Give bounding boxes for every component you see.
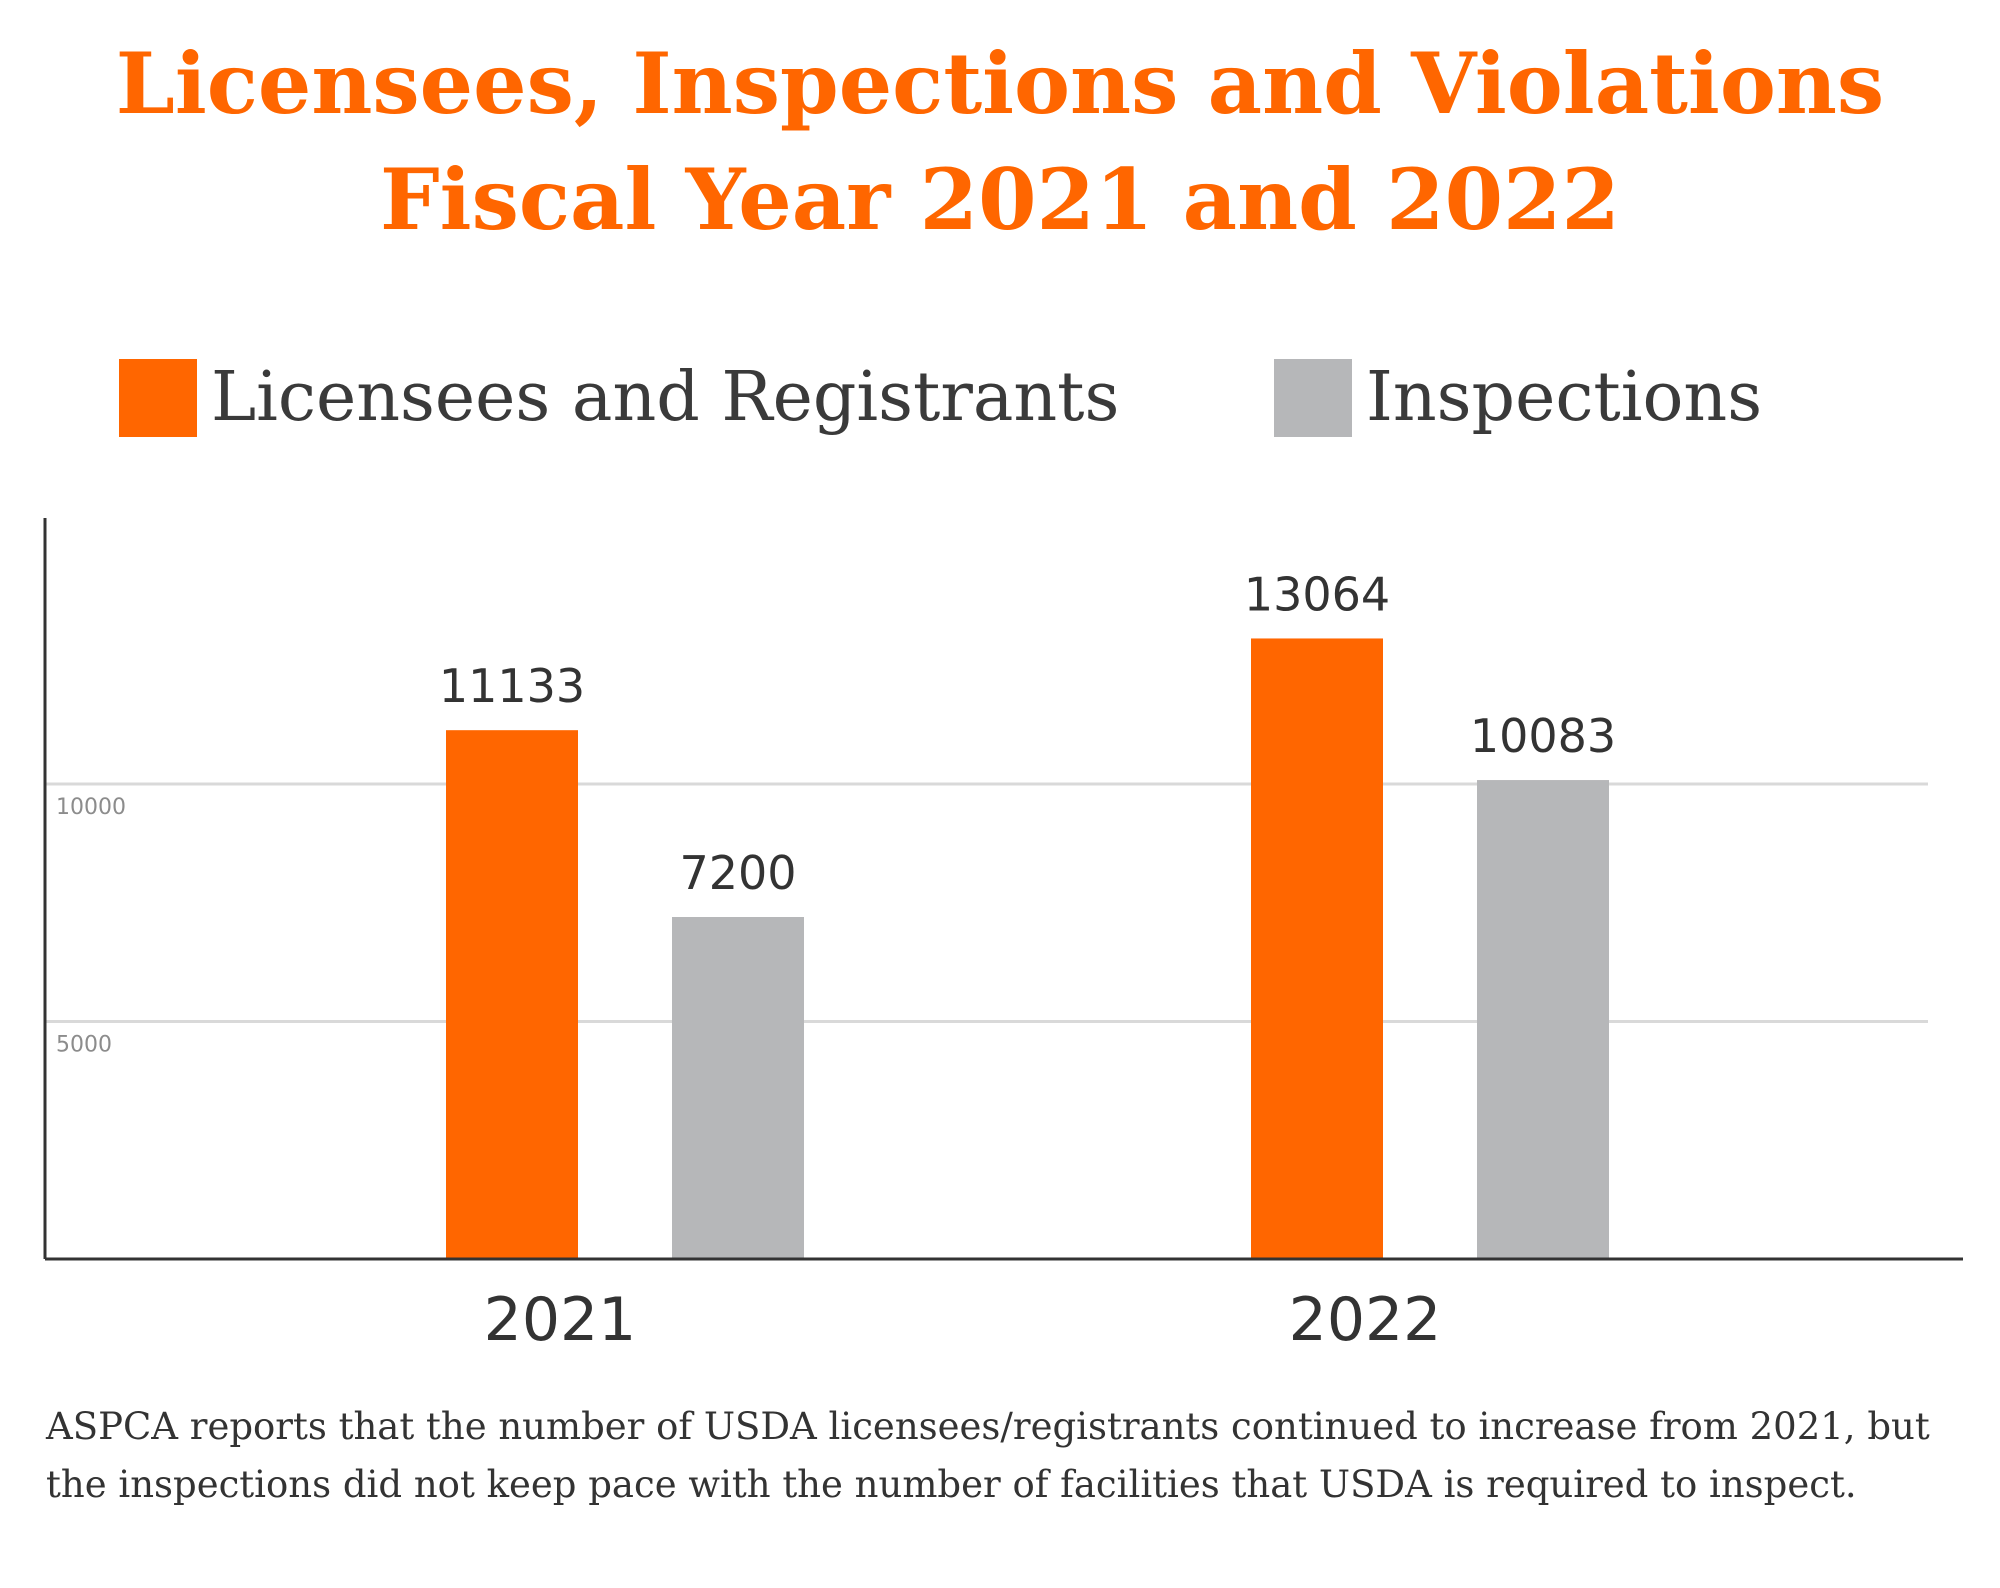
legend-swatch-licensees	[119, 359, 197, 437]
chart-title-line-2: Fiscal Year 2021 and 2022	[380, 150, 1620, 249]
bar-2022-licensees	[1251, 638, 1383, 1259]
chart-title-line-1: Licensees, Inspections and Violations	[115, 34, 1885, 133]
data-label-2022-inspections: 10083	[1470, 709, 1616, 763]
caption-text: ASPCA reports that the number of USDA li…	[46, 1405, 1930, 1506]
y-tick-label-5000: 5000	[56, 1033, 112, 1058]
bars	[446, 638, 1609, 1259]
legend-item-licensees: Licensees and Registrants	[119, 358, 1120, 437]
y-tick-label-10000: 10000	[56, 795, 126, 820]
legend-label-inspections: Inspections	[1366, 358, 1763, 437]
legend-label-licensees: Licensees and Registrants	[211, 358, 1120, 437]
labels: 5000 10000 11133 7200 2021 13064 10083 2022	[56, 567, 1616, 1355]
axes	[43, 518, 1963, 1261]
data-label-2021-inspections: 7200	[679, 846, 796, 900]
legend-item-inspections: Inspections	[1274, 358, 1763, 437]
data-label-2021-licensees: 11133	[439, 659, 585, 713]
bar-2021-inspections	[672, 917, 804, 1259]
bar-2022-inspections	[1477, 780, 1609, 1259]
gridlines	[45, 782, 1928, 1023]
x-tick-label-2022: 2022	[1289, 1285, 1442, 1355]
legend-swatch-inspections	[1274, 359, 1352, 437]
bar-2021-licensees	[446, 730, 578, 1259]
x-tick-label-2021: 2021	[484, 1285, 637, 1355]
data-label-2022-licensees: 13064	[1244, 567, 1390, 621]
